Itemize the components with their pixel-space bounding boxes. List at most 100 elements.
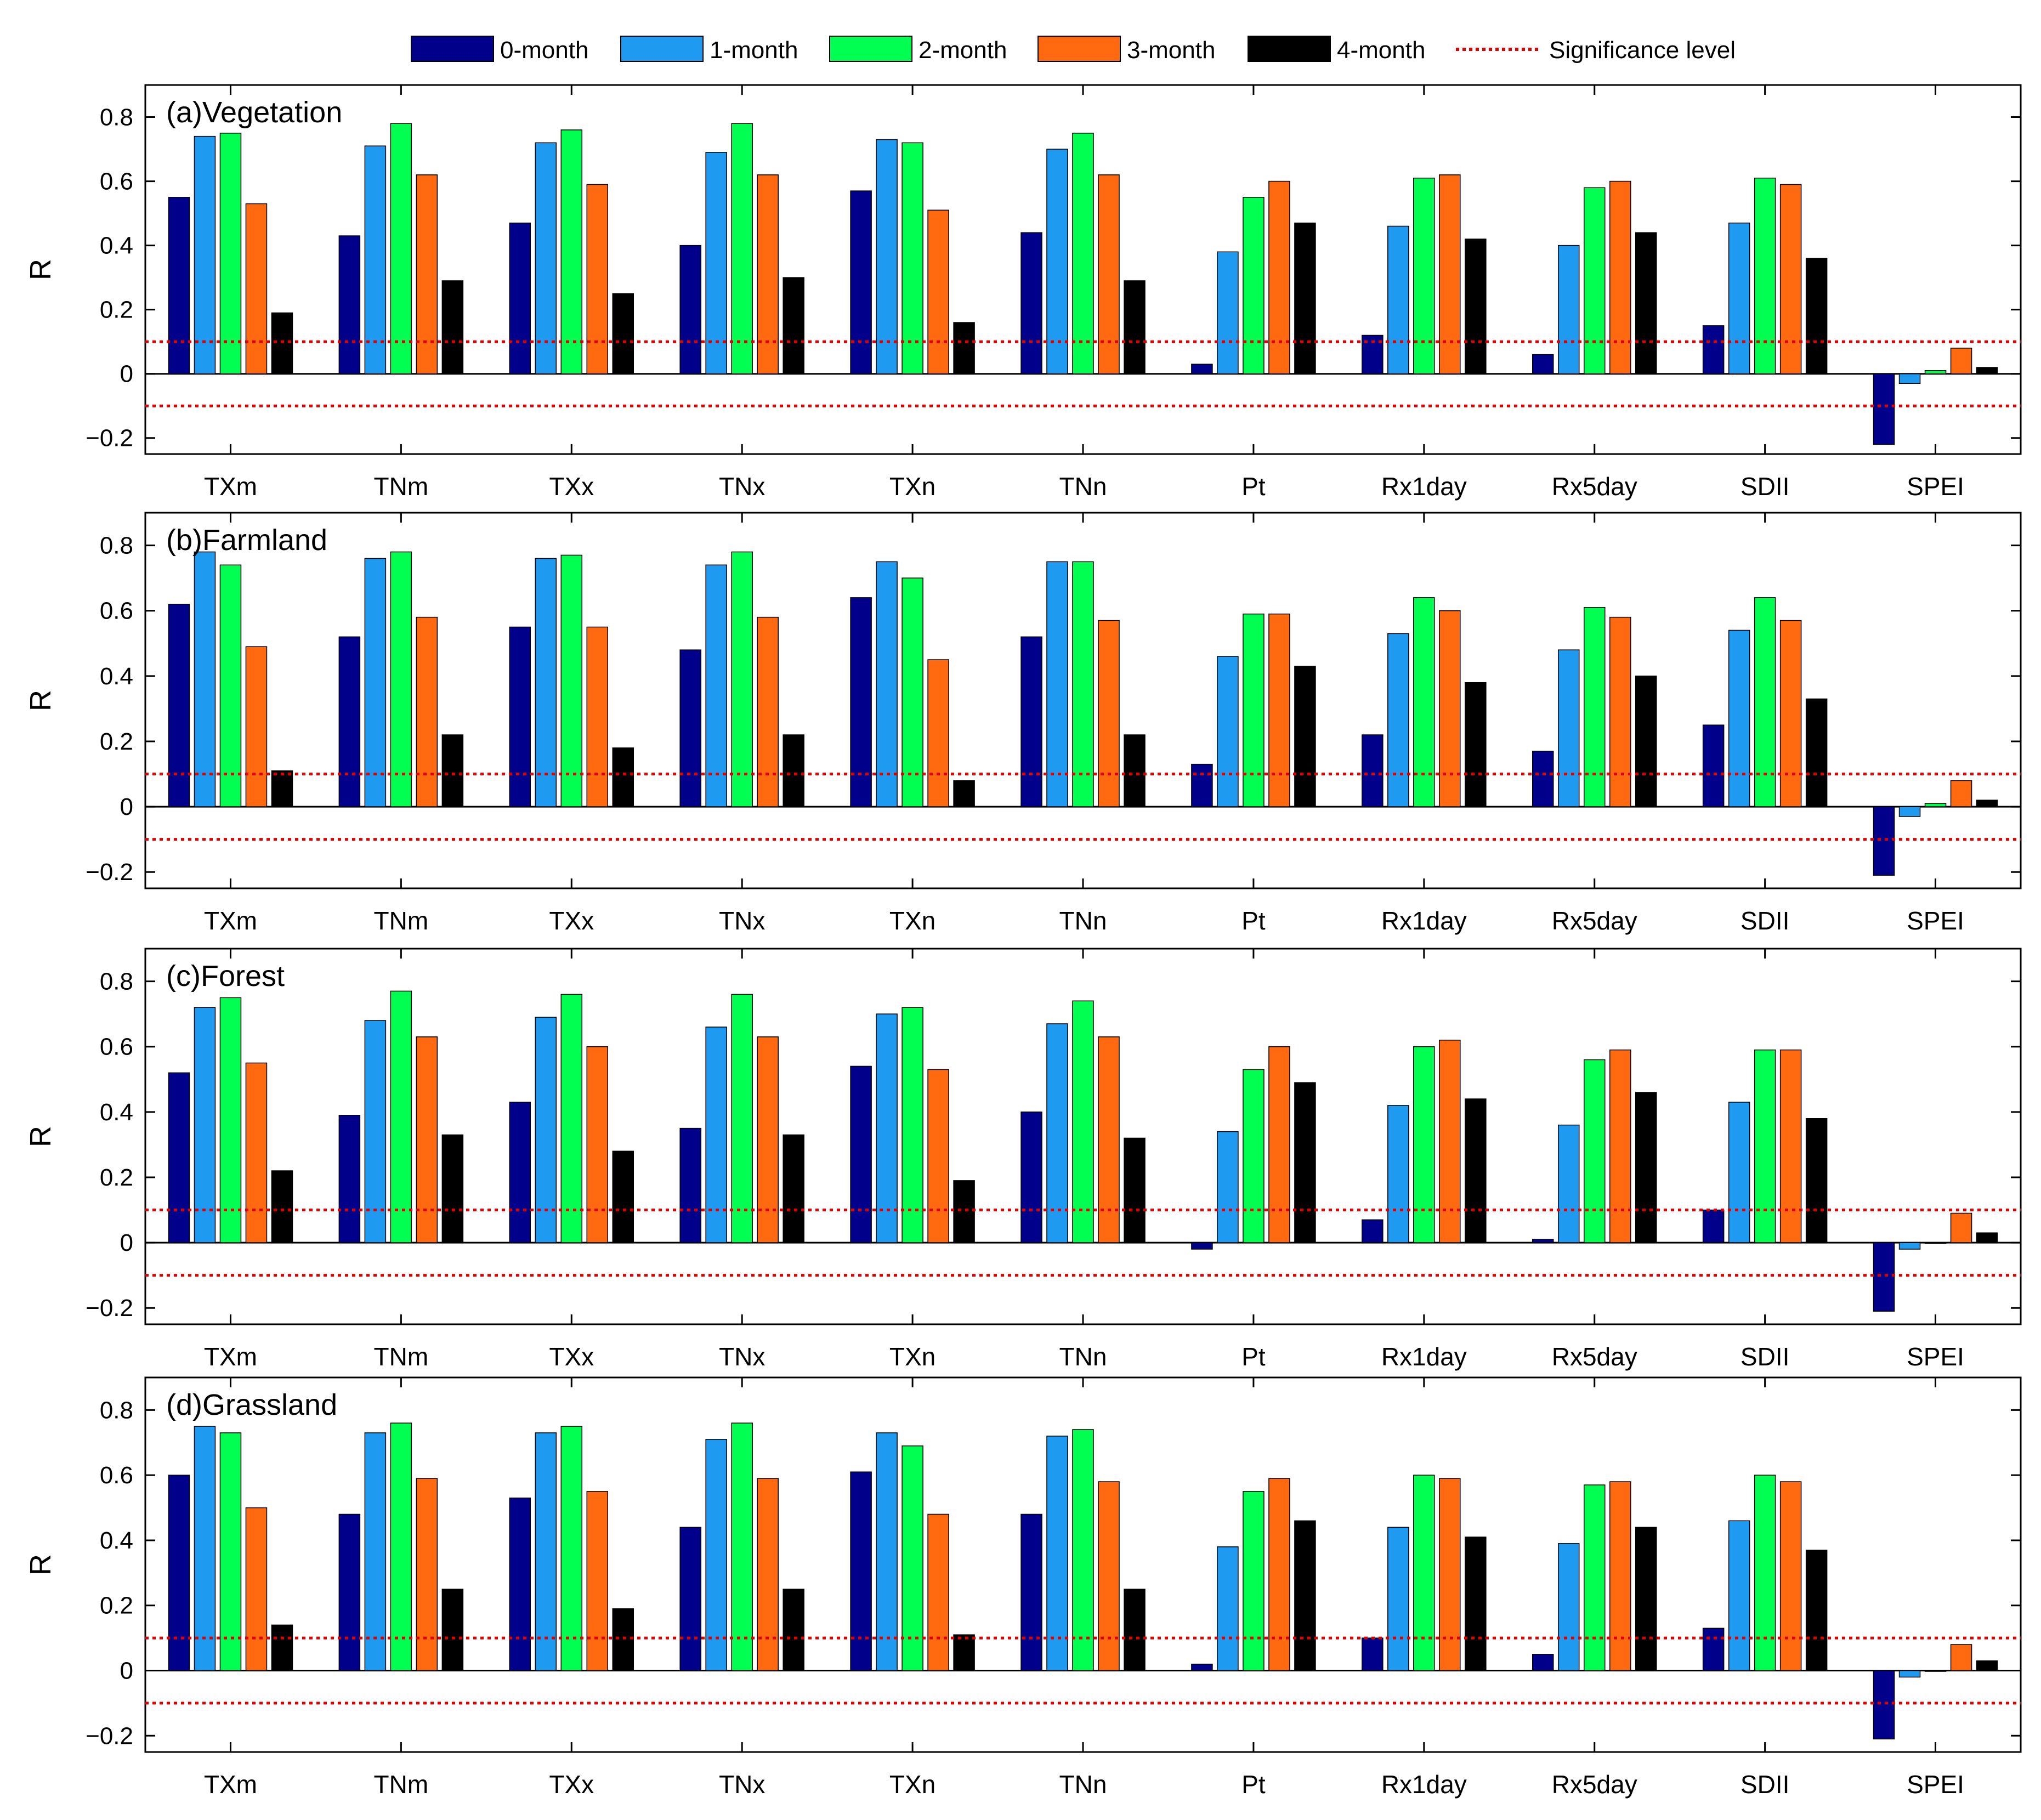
category-label: TNn [1059,1770,1107,1799]
panel-avegetation: −0.2 0 0.2 0.4 0.6 0.8 R TXm TNm TXx TNx TXn TNn Pt Rx… [24,84,2022,501]
category-label: Rx1day [1381,472,1467,501]
category-label: TXn [889,1770,936,1799]
bar-0-month-Rx5day [1532,1239,1554,1243]
y-tick-label: 0 [120,793,133,820]
bar-3-month-TXx [586,626,609,807]
bar-2-month-TXm [219,1432,242,1671]
y-tick-label: −0.2 [86,1722,133,1749]
bar-2-month-SPEI [1924,803,1947,807]
bar-1-month-Pt [1217,1546,1239,1671]
bar-4-month-TXm [271,1170,293,1243]
bar-2-month-TNn [1072,1000,1094,1243]
bar-1-month-Pt [1217,251,1239,375]
category-label: TXn [889,472,936,501]
bar-1-month-Rx5day [1557,245,1580,375]
bar-3-month-Rx5day [1609,616,1631,807]
bar-4-month-Pt [1294,222,1316,375]
category-label: TNx [719,1770,765,1799]
category-label: SPEI [1907,1770,1964,1799]
bar-1-month-Rx1day [1387,1105,1409,1243]
bar-2-month-Pt [1243,613,1265,807]
bar-0-month-TNx [679,1527,701,1671]
legend-item-4-month: 4-month [1248,36,1425,64]
category-label: Rx1day [1381,906,1467,935]
bar-3-month-TNm [416,1036,438,1243]
bar-4-month-Rx5day [1635,1092,1657,1243]
category-label: SPEI [1907,1342,1964,1371]
bar-2-month-SPEI [1924,1242,1947,1244]
bar-3-month-Pt [1268,613,1290,807]
bar-1-month-TNn [1046,149,1068,375]
bar-1-month-SDII [1728,630,1750,807]
legend-label: 4-month [1337,37,1425,64]
bar-1-month-SDII [1728,222,1750,375]
bar-1-month-Rx1day [1387,1527,1409,1671]
bar-4-month-Pt [1294,1082,1316,1243]
bar-0-month-TXn [850,190,872,375]
y-tick-label: 0.2 [100,1592,133,1619]
category-label: SPEI [1907,906,1964,935]
bar-2-month-Rx5day [1583,606,1606,807]
bar-3-month-TXm [245,1062,268,1243]
bar-3-month-TXx [586,1046,609,1243]
bar-2-month-SDII [1754,597,1776,807]
bar-1-month-TNx [705,152,727,375]
bar-0-month-TXm [168,1072,190,1243]
category-label: Rx1day [1381,1342,1467,1371]
bar-1-month-TNn [1046,1023,1068,1243]
bar-2-month-TXn [902,1445,923,1671]
bar-2-month-Rx5day [1583,187,1606,375]
bar-3-month-Pt [1268,180,1290,375]
bar-0-month-TNx [679,245,701,375]
bar-2-month-Rx1day [1413,177,1435,375]
bar-0-month-SDII [1702,724,1725,807]
bar-1-month-TNm [364,1020,387,1243]
bar-3-month-Rx1day [1439,610,1461,807]
bar-4-month-TXm [271,1624,293,1671]
category-label: Rx5day [1552,1770,1637,1799]
bar-0-month-Rx5day [1532,751,1554,807]
bar-3-month-TNx [757,616,779,807]
bar-1-month-TXn [876,139,898,375]
bar-4-month-Pt [1294,1520,1316,1671]
bar-0-month-Rx1day [1362,734,1384,807]
panel-title: (c)Forest [166,960,285,993]
bar-2-month-SDII [1754,1475,1776,1671]
bar-2-month-SDII [1754,1049,1776,1243]
y-tick-label: 0.4 [100,233,133,259]
bar-4-month-Rx1day [1465,239,1487,375]
bar-1-month-SPEI [1898,373,1921,384]
category-label: TXn [889,906,936,935]
bar-1-month-SPEI [1898,806,1921,817]
bar-3-month-Rx5day [1609,180,1631,375]
panel-title: (b)Farmland [166,524,327,557]
bar-1-month-Rx1day [1387,225,1409,375]
bar-1-month-SPEI [1898,1670,1921,1678]
bar-2-month-TXn [902,1007,923,1243]
bar-2-month-TNn [1072,133,1094,375]
bar-4-month-TNm [441,734,464,807]
bar-0-month-Rx5day [1532,354,1554,375]
bar-3-month-TNx [757,1036,779,1243]
y-tick-label: 0 [120,361,133,388]
y-axis-label: R [24,1554,57,1575]
bar-2-month-TNm [390,990,412,1243]
bar-1-month-TNx [705,1439,727,1671]
bar-3-month-TNn [1098,1036,1120,1243]
bar-4-month-SDII [1805,1550,1828,1671]
y-tick-label: 0.4 [100,1099,133,1126]
bar-2-month-TXx [560,554,583,807]
y-axis-label: R [24,259,57,280]
bar-2-month-SPEI [1924,370,1947,375]
bar-0-month-Rx5day [1532,1654,1554,1671]
category-label: TXx [549,472,594,501]
bar-0-month-TNm [338,1513,361,1671]
category-label: TNm [374,1342,429,1371]
category-label: TNm [374,472,429,501]
bar-0-month-TXx [509,626,531,807]
category-label: Pt [1241,472,1266,501]
y-tick-label: 0.6 [100,1462,133,1489]
bar-3-month-TNm [416,174,438,375]
category-label: TNn [1059,906,1107,935]
